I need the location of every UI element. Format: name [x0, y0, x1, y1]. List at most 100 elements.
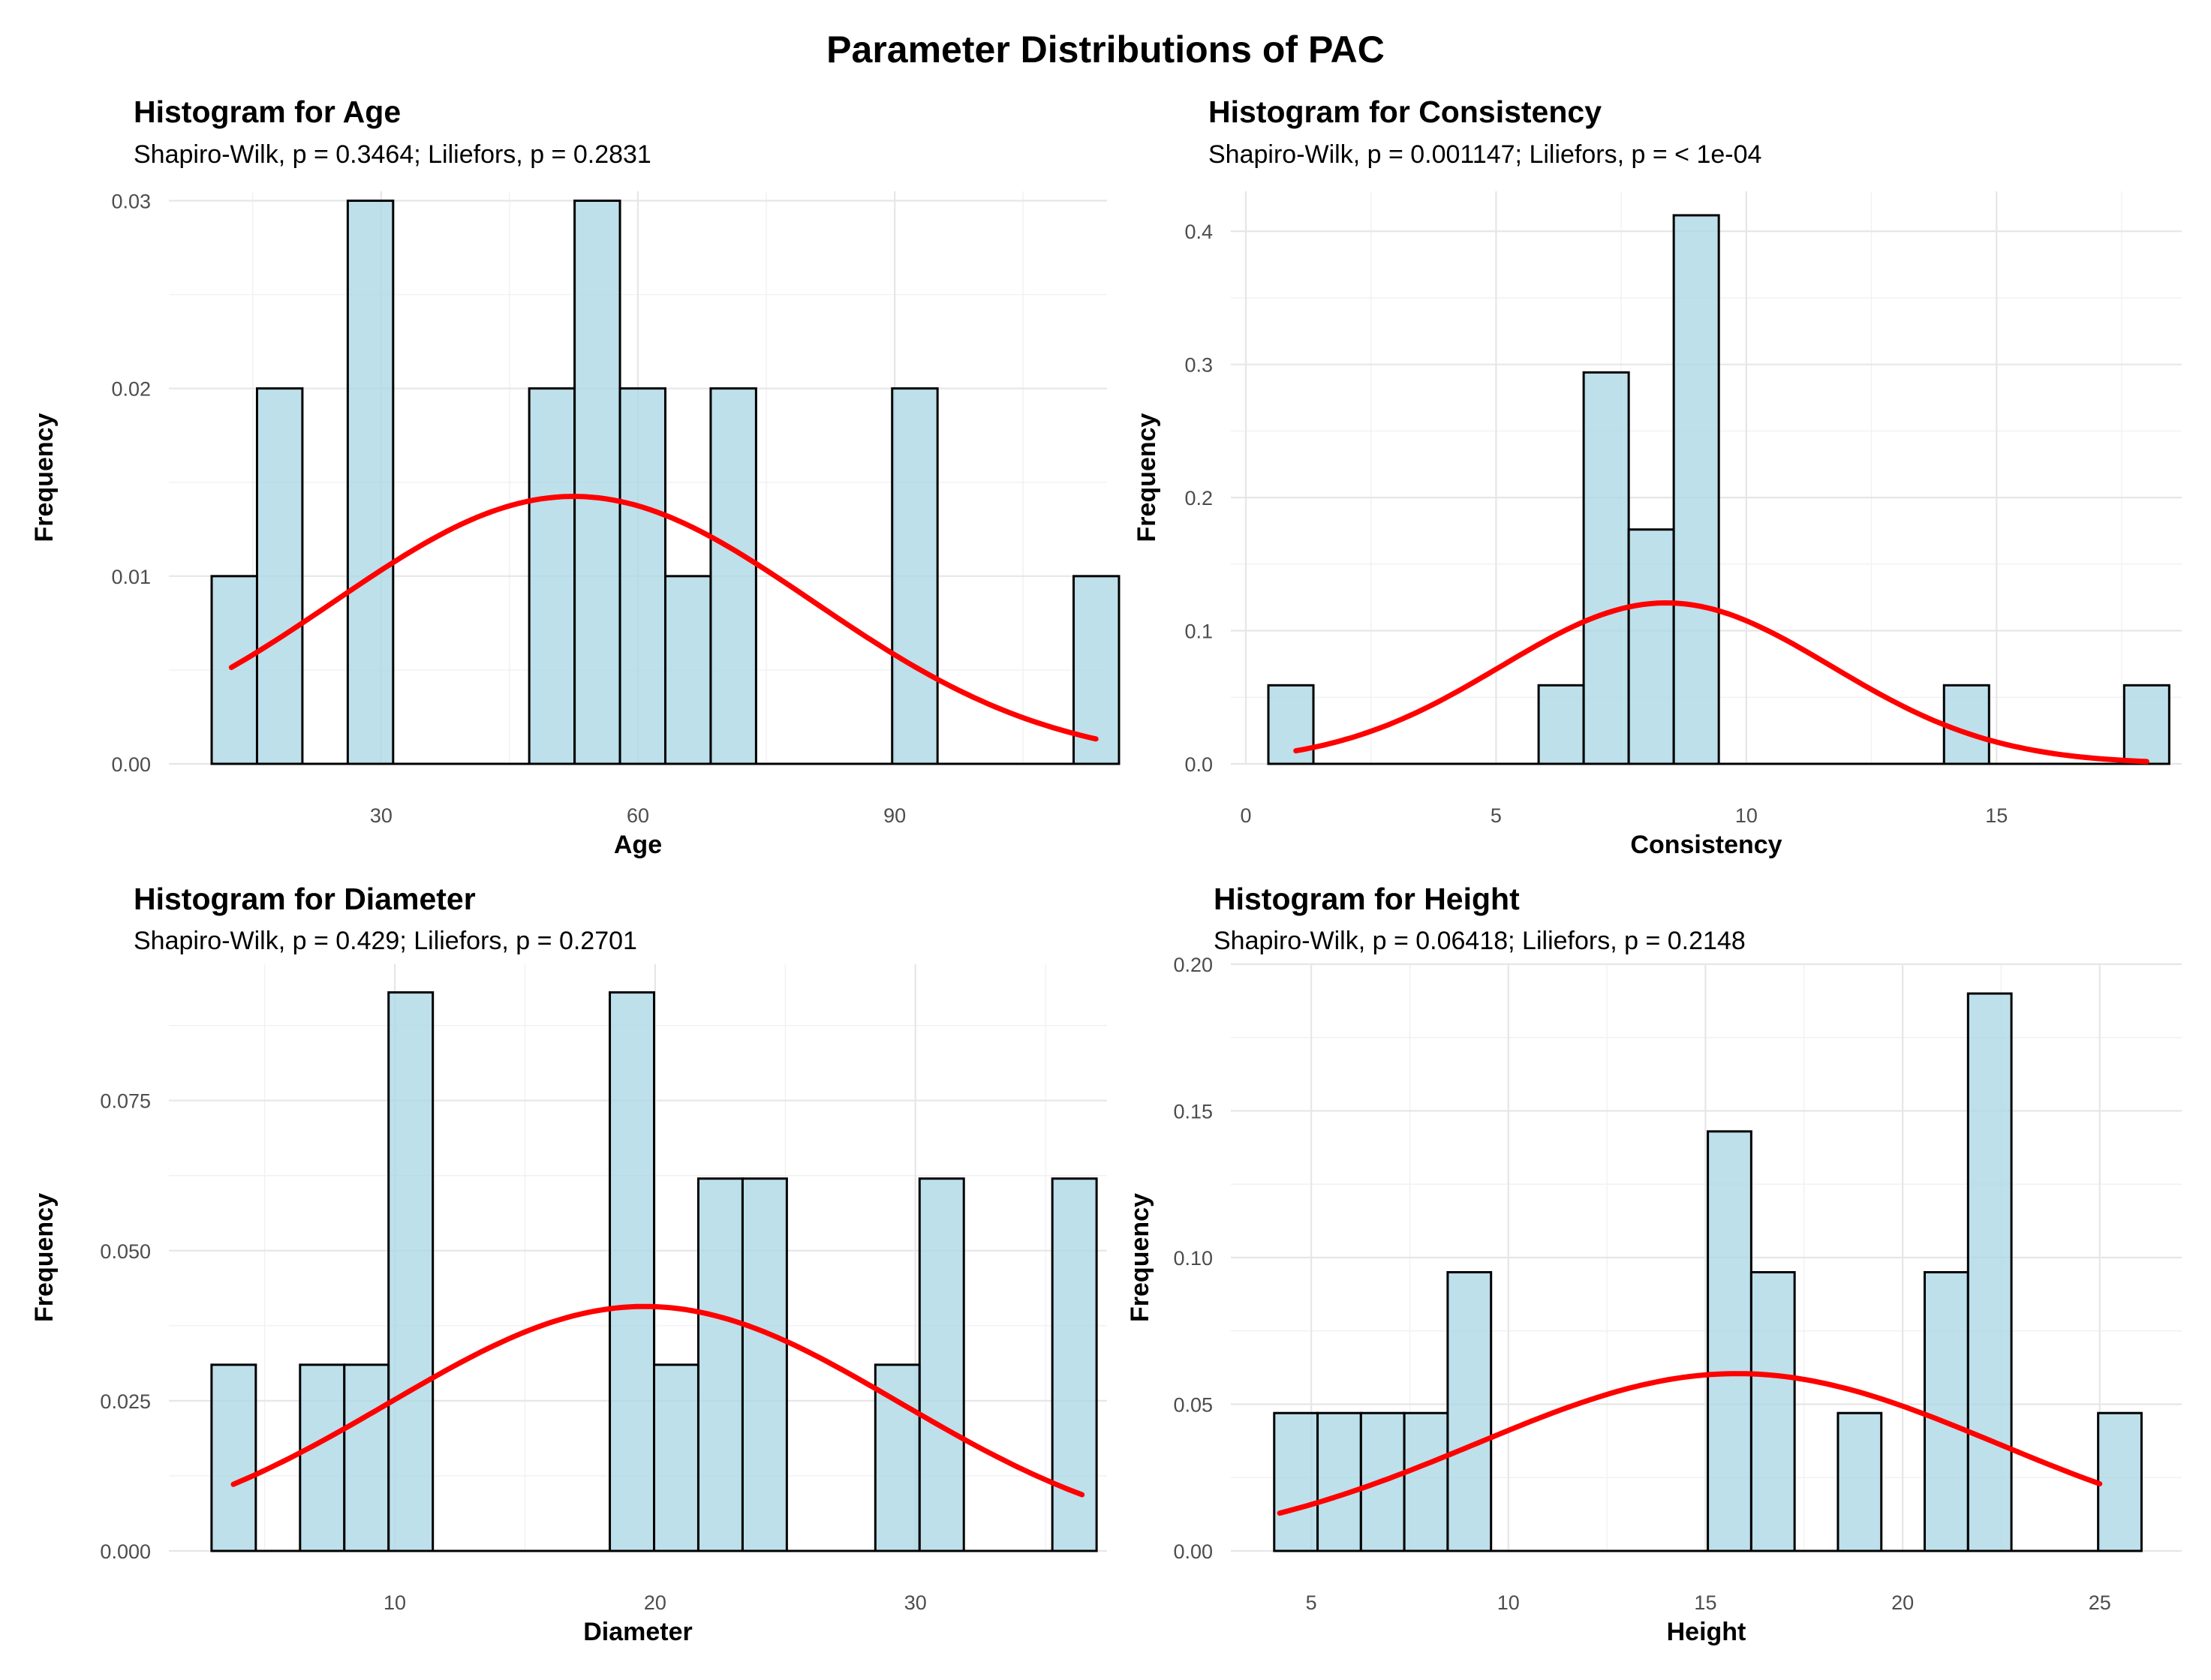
y-tick-label: 0.000: [100, 1540, 151, 1563]
y-axis-title: Frequency: [1126, 1193, 1154, 1322]
figure-title: Parameter Distributions of PAC: [826, 29, 1385, 71]
panel-title: Histogram for Age: [134, 95, 401, 129]
tick-labels: 0.00 0.01 0.02 0.03 30 60 90: [111, 191, 906, 827]
y-tick-label: 0.01: [111, 566, 151, 588]
y-tick-label: 0.025: [100, 1390, 151, 1413]
x-axis-title: Age: [614, 831, 662, 859]
histogram-bar: [1749, 1271, 1796, 1552]
histogram-bar: [1537, 684, 1585, 765]
histogram-bar: [891, 387, 939, 765]
histogram-bar: [609, 991, 656, 1552]
y-tick-label: 0.02: [111, 378, 151, 401]
histogram-bar: [1836, 1411, 1883, 1552]
histogram-bar: [1446, 1271, 1493, 1552]
panel-title: Histogram for Height: [1214, 882, 1520, 916]
x-tick-label: 30: [904, 1591, 927, 1614]
y-tick-label: 0.075: [100, 1090, 151, 1113]
histogram-bar: [299, 1363, 346, 1552]
y-tick-label: 0.4: [1184, 221, 1213, 243]
y-tick-label: 0.0: [1184, 753, 1213, 776]
x-tick-label: 10: [384, 1591, 406, 1614]
x-tick-label: 10: [1735, 804, 1758, 827]
x-axis-title: Consistency: [1630, 831, 1782, 859]
y-axis-title: Frequency: [30, 413, 59, 542]
y-tick-label: 0.00: [1173, 1540, 1213, 1563]
normal-density-curve: [1293, 600, 2149, 765]
histogram-bar: [663, 575, 712, 765]
y-tick-label: 0.05: [1173, 1394, 1213, 1417]
x-tick-label: 20: [1891, 1591, 1914, 1614]
x-tick-label: 25: [2089, 1591, 2111, 1614]
histogram-bar: [343, 1363, 390, 1552]
histogram-bar: [709, 387, 757, 765]
histogram-panel-consistency: Histogram for Consistency Shapiro-Wilk, p…: [1133, 95, 2182, 859]
panel-subtitle: Shapiro-Wilk, p = 0.429; Liliefors, p = …: [134, 927, 637, 955]
bars: [210, 991, 1098, 1552]
normal-density-curve: [1277, 1371, 2103, 1516]
histogram-bar: [696, 1177, 744, 1552]
histogram-bar: [255, 387, 304, 765]
histogram-bar: [1267, 684, 1315, 765]
y-tick-label: 0.03: [111, 191, 151, 213]
y-tick-label: 0.10: [1173, 1247, 1213, 1270]
histogram-bar: [2122, 684, 2170, 765]
panel-subtitle: Shapiro-Wilk, p = 0.001147; Liliefors, p…: [1208, 140, 1761, 169]
panel-title: Histogram for Diameter: [134, 882, 476, 916]
histogram-bar: [346, 200, 395, 765]
histogram-panel-height: Histogram for Height Shapiro-Wilk, p = 0.…: [1126, 882, 2182, 1646]
histogram-bar: [1403, 1411, 1449, 1552]
histogram-bar: [1273, 1411, 1319, 1552]
y-axis-title: Frequency: [30, 1193, 59, 1322]
x-tick-label: 0: [1240, 804, 1251, 827]
x-tick-label: 5: [1491, 804, 1502, 827]
y-tick-label: 0.3: [1184, 354, 1213, 377]
x-tick-label: 90: [883, 804, 906, 827]
x-tick-label: 15: [1985, 804, 2008, 827]
histogram-bar: [1627, 528, 1675, 765]
tick-labels: 0.0 0.1 0.2 0.3 0.4 0 5 10 15: [1184, 221, 2008, 827]
panel-title: Histogram for Consistency: [1208, 95, 1602, 129]
x-tick-label: 5: [1306, 1591, 1317, 1614]
tick-labels: 0.00 0.05 0.10 0.15 0.20 5 10 15 20 25: [1173, 954, 2110, 1614]
y-tick-label: 0.20: [1173, 954, 1213, 976]
tick-labels: 0.000 0.025 0.050 0.075 10 20 30: [100, 1090, 926, 1614]
x-tick-label: 10: [1497, 1591, 1520, 1614]
panel-subtitle: Shapiro-Wilk, p = 0.06418; Liliefors, p …: [1214, 927, 1746, 955]
y-tick-label: 0.00: [111, 753, 151, 776]
normal-density-curve: [228, 494, 1099, 742]
histogram-panel-diameter: Histogram for Diameter Shapiro-Wilk, p = …: [30, 882, 1107, 1646]
bars: [1267, 214, 2170, 765]
histogram-bar: [2097, 1411, 2143, 1552]
histogram-bar: [1582, 371, 1630, 765]
y-tick-label: 0.050: [100, 1240, 151, 1263]
x-axis-title: Height: [1667, 1618, 1746, 1646]
y-tick-label: 0.2: [1184, 487, 1213, 509]
x-tick-label: 30: [370, 804, 393, 827]
x-tick-label: 20: [644, 1591, 666, 1614]
histogram-bar: [1051, 1177, 1098, 1552]
histogram-bar: [1924, 1271, 1969, 1552]
histogram-bar: [741, 1177, 788, 1552]
histogram-bar: [210, 1363, 257, 1552]
histogram-bar: [387, 991, 435, 1552]
y-tick-label: 0.15: [1173, 1101, 1213, 1123]
bars: [210, 200, 1121, 765]
histogram-bar: [618, 387, 666, 765]
x-tick-label: 15: [1694, 1591, 1716, 1614]
histogram-bar: [1672, 214, 1720, 765]
x-tick-label: 60: [627, 804, 649, 827]
x-axis-title: Diameter: [583, 1618, 693, 1646]
histogram-bar: [918, 1177, 965, 1552]
panel-subtitle: Shapiro-Wilk, p = 0.3464; Liliefors, p =…: [134, 140, 651, 169]
histogram-bar: [1072, 575, 1121, 765]
histogram-bar: [573, 200, 621, 765]
histogram-bar: [1966, 992, 2013, 1552]
histogram-bar: [1707, 1130, 1752, 1552]
bars: [1273, 992, 2143, 1552]
y-tick-label: 0.1: [1184, 621, 1213, 643]
histogram-bar: [653, 1363, 699, 1552]
histogram-panels: Histogram for Age Shapiro-Wilk, p = 0.346…: [30, 95, 2182, 1646]
normal-density-curve: [230, 1303, 1085, 1498]
histogram-bar: [528, 387, 576, 765]
